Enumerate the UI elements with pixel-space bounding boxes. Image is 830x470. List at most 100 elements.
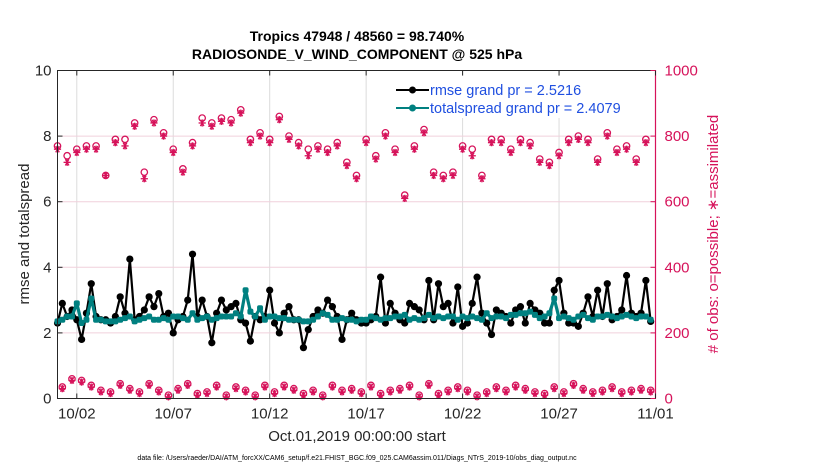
obs-assimilated-marker: [295, 142, 303, 150]
totalspread-point: [541, 313, 548, 320]
totalspread-point: [459, 313, 466, 320]
totalspread-point: [367, 313, 374, 320]
axis-ticks: 10/02 10/07 10/12 10/17 10/22 10/27 11/0102468…: [35, 63, 698, 423]
footnote: data file: /Users/raeder/DAI/ATM_forcXX/…: [137, 455, 577, 462]
obs-assimilated-marker: [227, 119, 235, 127]
totalspread-point: [281, 315, 288, 322]
obs-assimilated-marker: [343, 162, 351, 170]
obs-assimilated-marker: [584, 139, 592, 147]
obs-assimilated-marker: [545, 162, 554, 170]
obs-assimilated-marker: [145, 381, 153, 389]
obs-assimilated-marker: [82, 145, 91, 153]
obs-assimilated-marker: [102, 171, 110, 180]
rmse-point: [507, 319, 515, 327]
rmse-point: [111, 312, 119, 321]
obs-assimilated-marker: [338, 388, 346, 396]
totalspread-point: [435, 313, 442, 320]
obs-assimilated-marker: [68, 376, 76, 385]
obs-markers: [53, 106, 655, 401]
rmse-point: [449, 319, 457, 327]
totalspread-point: [199, 315, 206, 322]
totalspread-point: [131, 318, 138, 325]
x-tick-label: 10/12: [251, 406, 289, 423]
rmse-point: [169, 329, 177, 337]
y-axis-label: rmse and totalspread: [16, 164, 33, 305]
totalspread-point: [97, 316, 104, 323]
obs-possible-marker: [63, 151, 71, 160]
legend-spread-label: totalspread grand pr = 2.4079: [430, 101, 621, 117]
totalspread-point: [623, 311, 630, 318]
totalspread-point: [68, 313, 75, 320]
x-tick-label: 10/02: [58, 406, 96, 423]
obs-assimilated-marker: [502, 388, 510, 396]
y-tick-label: 10: [35, 63, 52, 80]
totalspread-point: [83, 316, 90, 323]
rmse-point: [164, 309, 173, 317]
obs-assimilated-marker: [647, 388, 655, 396]
y-tick-label-right: 0: [665, 391, 673, 408]
obs-assimilated-marker: [512, 383, 520, 391]
totalspread-point: [112, 318, 119, 325]
rmse-point: [155, 289, 163, 298]
totalspread-point: [160, 315, 167, 322]
obs-assimilated-marker: [487, 139, 496, 147]
x-tick-label: 11/01: [637, 406, 673, 423]
totalspread-point: [175, 313, 182, 320]
totalspread-point: [136, 316, 143, 323]
obs-assimilated-marker: [174, 386, 182, 394]
obs-assimilated-marker: [579, 386, 587, 394]
obs-assimilated-marker: [179, 168, 187, 176]
totalspread-point: [363, 316, 370, 323]
y-tick-label: 4: [43, 259, 51, 276]
totalspread-point: [261, 316, 268, 323]
totalspread-point: [343, 316, 350, 323]
rmse-point: [473, 273, 481, 281]
obs-assimilated-marker: [439, 175, 447, 183]
rmse-point: [73, 316, 81, 324]
rmse-point: [377, 273, 385, 281]
rmse-point: [198, 296, 206, 304]
obs-assimilated-marker: [328, 383, 336, 391]
totalspread-point: [565, 315, 572, 322]
obs-possible-marker: [121, 135, 129, 144]
rmse-point: [483, 319, 491, 327]
obs-possible-marker: [468, 145, 477, 154]
totalspread-point: [575, 313, 582, 320]
obs-assimilated-marker: [396, 386, 404, 394]
x-tick-label: 10/17: [347, 406, 385, 423]
rmse-point: [188, 250, 197, 258]
obs-assimilated-marker: [285, 135, 293, 143]
obs-assimilated-marker: [497, 139, 505, 147]
totalspread-point: [324, 311, 331, 318]
obs-assimilated-marker: [521, 386, 529, 394]
rmse-point: [246, 337, 255, 345]
rmse-point: [213, 309, 221, 317]
obs-assimilated-marker: [121, 142, 129, 150]
totalspread-point: [425, 311, 432, 318]
obs-assimilated-marker: [275, 116, 283, 124]
obs-assimilated-marker: [637, 386, 645, 394]
totalspread-point: [189, 310, 196, 317]
obs-assimilated-marker: [217, 117, 226, 125]
totalspread-point: [478, 316, 485, 323]
x-tick-label: 10/22: [444, 406, 482, 423]
obs-assimilated-marker: [372, 155, 380, 163]
totalspread-point: [527, 308, 534, 315]
obs-assimilated-marker: [97, 388, 105, 396]
totalspread-point: [454, 316, 461, 323]
obs-assimilated-marker: [391, 148, 399, 157]
totalspread-point: [638, 313, 645, 320]
rmse-point: [425, 276, 433, 285]
obs-assimilated-marker: [290, 386, 298, 394]
totalspread-point: [266, 313, 273, 320]
totalspread-point: [213, 315, 220, 322]
totalspread-point: [493, 313, 500, 320]
totalspread-point: [633, 315, 640, 322]
rmse-point: [415, 306, 423, 314]
rmse-point: [381, 319, 390, 327]
x-tick-label: 10/07: [154, 406, 192, 423]
rmse-point: [285, 303, 293, 311]
totalspread-point: [88, 295, 95, 302]
totalspread-point: [570, 316, 577, 323]
obs-assimilated-marker: [352, 175, 361, 183]
